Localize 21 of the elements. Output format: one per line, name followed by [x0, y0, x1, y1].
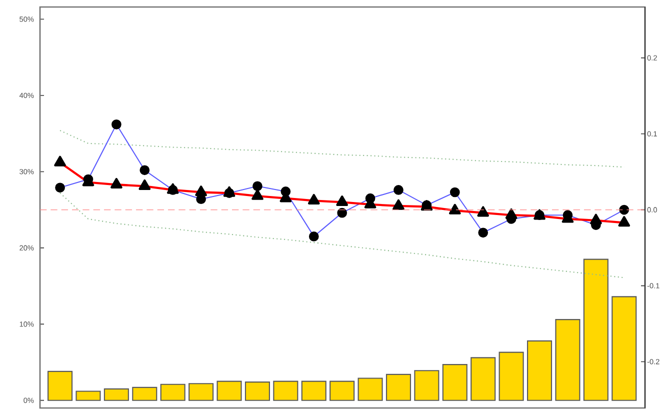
bar	[76, 390, 101, 401]
bar	[442, 364, 468, 401]
bar	[612, 296, 637, 401]
bar	[188, 383, 214, 401]
bar	[273, 380, 298, 401]
bar	[470, 357, 496, 401]
bar	[358, 378, 383, 401]
bar	[414, 370, 440, 401]
bar	[555, 319, 580, 401]
bar	[583, 258, 608, 401]
bar	[301, 380, 326, 401]
bar	[330, 380, 355, 401]
bar	[498, 352, 524, 401]
bar	[526, 340, 552, 401]
bar	[160, 384, 186, 401]
bar	[216, 380, 242, 401]
bar	[104, 388, 129, 401]
bar	[244, 382, 270, 401]
bar	[48, 370, 73, 401]
bar	[386, 374, 412, 401]
bar	[132, 386, 158, 401]
